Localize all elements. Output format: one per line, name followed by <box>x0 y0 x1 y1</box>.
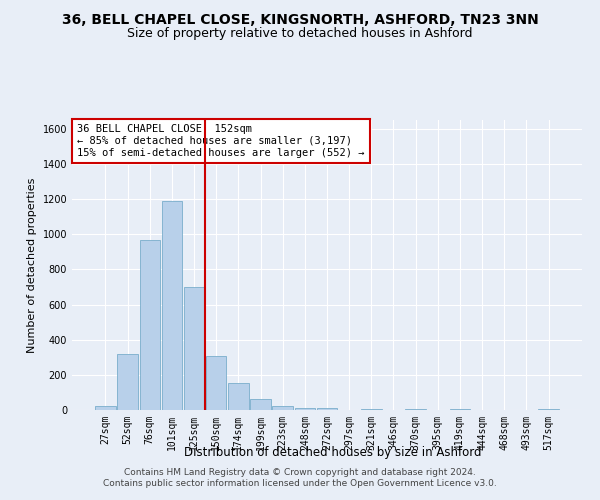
Bar <box>361 408 382 410</box>
Text: Size of property relative to detached houses in Ashford: Size of property relative to detached ho… <box>127 28 473 40</box>
Bar <box>317 408 337 410</box>
Bar <box>140 240 160 410</box>
Bar <box>295 408 315 410</box>
Bar <box>250 398 271 410</box>
Bar <box>95 406 116 410</box>
Text: 36 BELL CHAPEL CLOSE: 152sqm
← 85% of detached houses are smaller (3,197)
15% of: 36 BELL CHAPEL CLOSE: 152sqm ← 85% of de… <box>77 124 365 158</box>
Bar <box>450 409 470 410</box>
Y-axis label: Number of detached properties: Number of detached properties <box>27 178 37 352</box>
Bar <box>161 201 182 410</box>
Bar <box>272 406 293 410</box>
Text: Distribution of detached houses by size in Ashford: Distribution of detached houses by size … <box>184 446 482 459</box>
Text: 36, BELL CHAPEL CLOSE, KINGSNORTH, ASHFORD, TN23 3NN: 36, BELL CHAPEL CLOSE, KINGSNORTH, ASHFO… <box>62 12 538 26</box>
Bar <box>206 356 226 410</box>
Bar <box>406 408 426 410</box>
Text: Contains HM Land Registry data © Crown copyright and database right 2024.
Contai: Contains HM Land Registry data © Crown c… <box>103 468 497 487</box>
Bar <box>184 287 204 410</box>
Bar <box>228 383 248 410</box>
Bar <box>118 354 138 410</box>
Bar <box>538 408 559 410</box>
